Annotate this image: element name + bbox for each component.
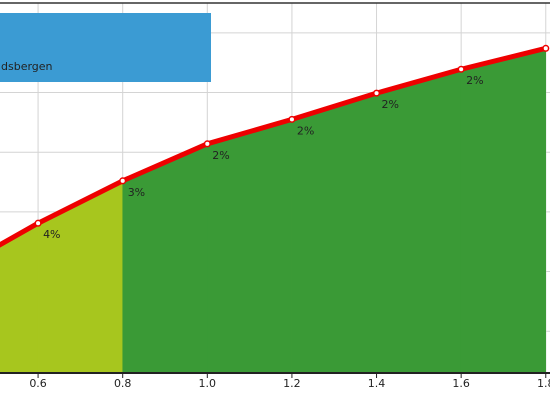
area-segment — [37, 180, 123, 374]
area-segment — [122, 143, 208, 374]
point — [542, 44, 550, 52]
point — [119, 177, 127, 185]
x-tick-label: 1.2 — [283, 377, 301, 390]
point-label: 2% — [297, 124, 314, 137]
line — [0, 45, 547, 248]
x-tick-label: 0.8 — [114, 377, 132, 390]
area-segment — [0, 222, 39, 374]
point-label: 2% — [382, 98, 399, 111]
point-label: 4% — [43, 228, 60, 241]
x-tick-label: 0.6 — [29, 377, 47, 390]
x-tick-label: 1.8 — [537, 377, 550, 390]
point-label: 2% — [466, 74, 483, 87]
point — [203, 140, 211, 148]
point — [457, 65, 465, 73]
point — [372, 89, 381, 97]
x-tick-label: 1.4 — [368, 377, 386, 390]
x-tick-label: 1.0 — [199, 377, 217, 390]
point-label: 3% — [128, 186, 145, 199]
legend-label: dsbergen — [1, 60, 53, 73]
point-label: 2% — [212, 149, 229, 162]
legend-box — [0, 13, 211, 82]
x-tick-label: 1.6 — [452, 377, 470, 390]
point — [288, 115, 296, 123]
area-segment — [460, 48, 547, 374]
point — [34, 219, 42, 227]
area-segment — [376, 68, 462, 374]
